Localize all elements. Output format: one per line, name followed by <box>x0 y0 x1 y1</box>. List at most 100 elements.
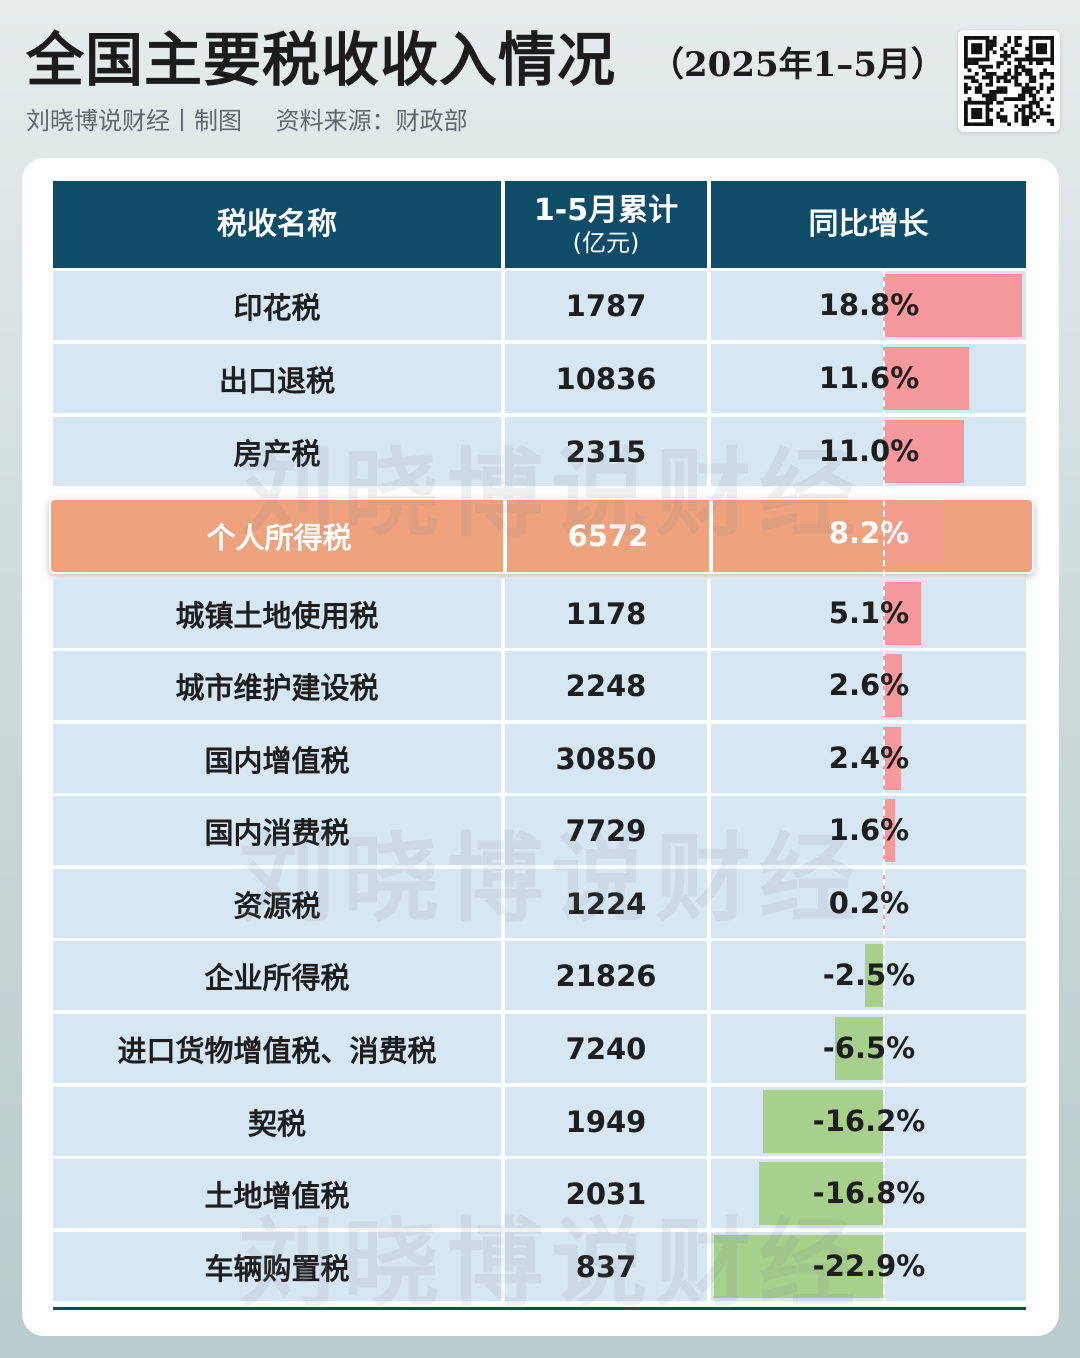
column-divider <box>709 500 713 572</box>
growth-label: 11.6% <box>818 361 920 395</box>
growth-label: 18.8% <box>818 288 920 322</box>
growth-label: -22.9% <box>812 1249 926 1283</box>
table-row: 资源税 1224 <box>53 869 1026 941</box>
tax-name: 印花税 <box>233 290 321 325</box>
tax-cumulative: 1787 <box>565 288 647 323</box>
growth-label: -2.5% <box>822 958 916 992</box>
table-row: 出口退税 10836 <box>53 344 1026 416</box>
column-divider <box>501 941 505 1010</box>
column-divider <box>501 271 505 340</box>
column-divider <box>501 724 505 793</box>
growth-label: 8.2% <box>828 516 910 550</box>
qr-code-icon <box>958 30 1060 132</box>
column-divider <box>501 796 505 865</box>
tax-cumulative: 21826 <box>555 958 657 993</box>
column-divider <box>707 344 711 413</box>
column-divider <box>707 417 711 486</box>
growth-label: 5.1% <box>828 596 910 630</box>
growth-bar <box>883 727 901 790</box>
header-growth: 同比增长 <box>711 181 1026 268</box>
column-divider <box>707 724 711 793</box>
byline-source: 资料来源：财政部 <box>275 107 468 135</box>
table-row: 企业所得税 21826 <box>53 941 1026 1013</box>
table-row: 国内增值税 30850 <box>53 724 1026 796</box>
tax-cumulative: 10836 <box>555 361 657 396</box>
column-divider <box>707 579 711 648</box>
tax-cumulative: 6572 <box>567 519 649 553</box>
table-row: 房产税 2315 <box>53 417 1026 489</box>
column-divider <box>707 869 711 938</box>
tax-name: 国内消费税 <box>204 815 350 850</box>
column-divider <box>501 1232 505 1301</box>
column-divider <box>707 1159 711 1228</box>
byline-author: 刘晓博说财经丨制图 <box>26 107 242 135</box>
growth-bar <box>864 944 883 1007</box>
growth-bar <box>883 654 903 717</box>
tax-name: 城镇土地使用税 <box>175 598 379 633</box>
tax-cumulative: 2248 <box>565 668 647 703</box>
tax-name: 城市维护建设税 <box>175 670 379 705</box>
growth-bar <box>883 347 969 410</box>
column-divider <box>501 651 505 720</box>
column-divider <box>707 1232 711 1301</box>
growth-bar <box>883 420 965 483</box>
table-row: 城镇土地使用税 1178 <box>53 579 1026 651</box>
growth-bar <box>713 1235 883 1298</box>
column-divider <box>501 417 505 486</box>
column-divider <box>501 1159 505 1228</box>
growth-label: 1.6% <box>828 813 910 847</box>
growth-bar <box>834 1017 883 1080</box>
column-divider <box>501 1087 505 1156</box>
tax-cumulative: 7729 <box>565 813 647 848</box>
header-cumulative: 1-5月累计 (亿元) <box>505 181 707 268</box>
growth-label: -6.5% <box>822 1031 916 1065</box>
growth-label: 0.2% <box>828 886 910 920</box>
tax-name: 出口退税 <box>218 363 335 398</box>
byline: 刘晓博说财经丨制图 资料来源：财政部 <box>26 104 494 138</box>
growth-bar <box>758 1162 883 1225</box>
tax-name: 企业所得税 <box>204 960 350 995</box>
tax-cumulative: 30850 <box>555 741 657 776</box>
growth-bar <box>883 274 1023 337</box>
growth-label: 2.4% <box>828 741 910 775</box>
tax-cumulative: 7240 <box>565 1031 647 1066</box>
tax-name: 车辆购置税 <box>204 1251 350 1286</box>
growth-bar <box>883 582 921 645</box>
growth-label: -16.2% <box>812 1104 926 1138</box>
column-divider <box>707 1014 711 1083</box>
growth-label: 11.0% <box>818 434 920 468</box>
header-name-label: 税收名称 <box>217 206 337 242</box>
column-divider <box>503 500 507 572</box>
tax-name: 资源税 <box>233 888 321 923</box>
table-row: 印花税 1787 <box>53 271 1026 343</box>
tax-name: 房产税 <box>233 436 321 471</box>
page-title-period: （2025年1–5月） <box>650 45 945 85</box>
column-divider <box>501 869 505 938</box>
table-header: 税收名称 1-5月累计 (亿元) 同比增长 <box>53 181 1026 268</box>
column-divider <box>501 579 505 648</box>
growth-bar <box>883 799 895 862</box>
header-cumulative-unit: (亿元) <box>572 228 640 257</box>
column-divider <box>501 344 505 413</box>
tax-cumulative: 1949 <box>565 1104 647 1139</box>
tax-name: 个人所得税 <box>206 521 352 555</box>
table-row: 国内消费税 7729 <box>53 796 1026 868</box>
column-divider <box>707 651 711 720</box>
tax-name: 土地增值税 <box>204 1178 350 1213</box>
table-row: 个人所得税 6572 <box>49 498 1034 574</box>
growth-label: 2.6% <box>828 668 910 702</box>
tax-cumulative: 837 <box>575 1249 637 1284</box>
column-divider <box>501 1014 505 1083</box>
tax-cumulative: 1178 <box>565 596 647 631</box>
tax-name: 国内增值税 <box>204 743 350 778</box>
zero-baseline <box>883 271 885 1304</box>
column-divider <box>707 796 711 865</box>
tax-name: 契税 <box>247 1106 306 1141</box>
tax-cumulative: 2031 <box>565 1176 647 1211</box>
column-divider <box>707 1087 711 1156</box>
tax-name: 进口货物增值税、消费税 <box>117 1033 437 1068</box>
header-cumulative-label: 1-5月累计 <box>533 192 679 228</box>
table-row: 城市维护建设税 2248 <box>53 651 1026 723</box>
table-bottom-rule <box>53 1307 1026 1310</box>
header-divider <box>707 181 711 268</box>
